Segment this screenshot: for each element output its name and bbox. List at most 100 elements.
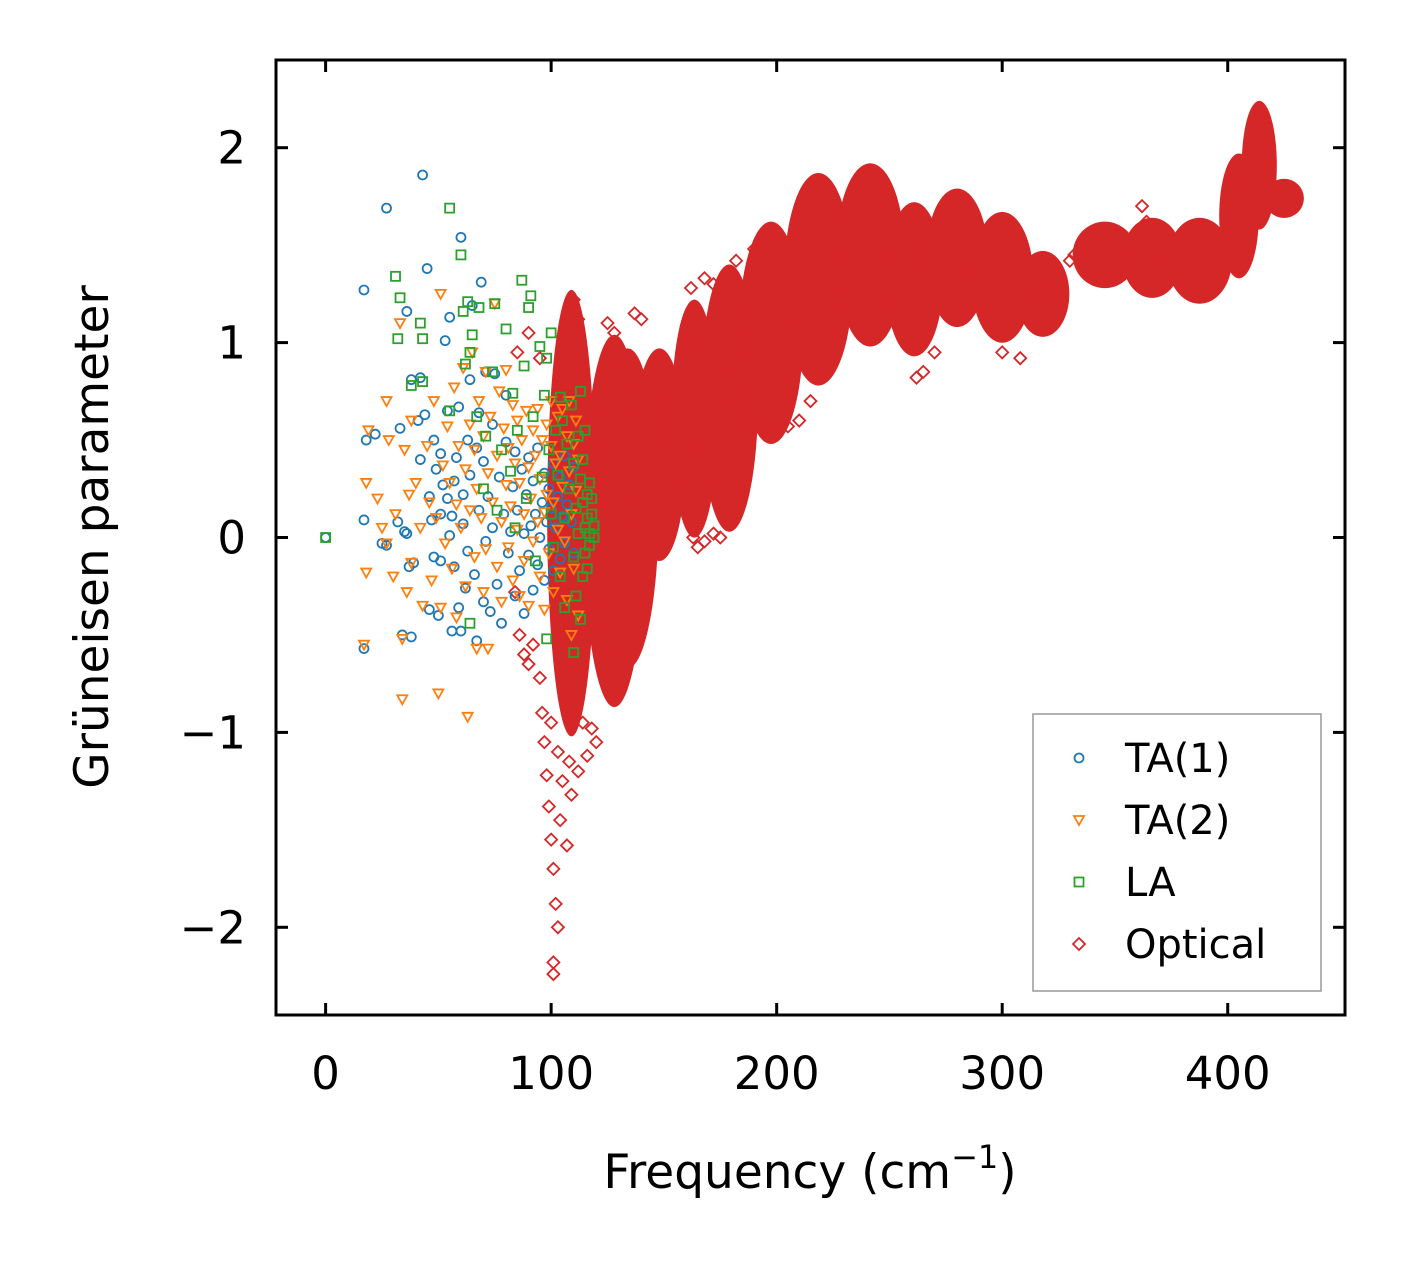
data-point [405, 380, 417, 391]
data-point [522, 462, 536, 475]
data-point [546, 587, 560, 599]
data-point [496, 444, 507, 456]
data-point [430, 463, 442, 475]
data-point [448, 475, 460, 487]
data-point [588, 532, 600, 543]
data-point [697, 534, 712, 549]
data-point [432, 610, 444, 621]
data-point [697, 271, 712, 286]
data-points [320, 100, 1304, 982]
data-point [491, 504, 503, 516]
data-point [915, 364, 931, 380]
data-point [567, 563, 581, 576]
data-point [393, 318, 407, 330]
data-point [506, 575, 520, 588]
data-point [537, 734, 552, 750]
x-axis-label-superscript: −1 [951, 1138, 998, 1176]
data-point [444, 311, 456, 323]
data-point [540, 489, 554, 502]
data-point [564, 787, 579, 803]
data-point [427, 396, 441, 408]
data-point [492, 386, 506, 399]
data-point [685, 530, 701, 545]
data-point [458, 464, 472, 477]
legend-marker-ta-2- [1072, 815, 1086, 827]
data-point [584, 477, 595, 489]
y-tick-label: −2 [180, 901, 246, 954]
data-point [536, 497, 548, 508]
data-point [467, 552, 481, 564]
data-point [452, 440, 466, 453]
data-point [570, 590, 582, 602]
data-point [532, 670, 548, 686]
legend-box [1032, 713, 1322, 992]
data-point [431, 688, 445, 701]
data-point [634, 311, 649, 327]
data-point [535, 435, 549, 447]
legend-label-la: LA [1125, 860, 1176, 906]
data-point [549, 458, 563, 471]
data-point [404, 557, 418, 570]
data-point [561, 438, 573, 450]
data-point [547, 565, 559, 577]
data-point [505, 465, 516, 477]
data-point [528, 450, 542, 463]
data-point [489, 368, 501, 380]
data-point [554, 471, 566, 483]
data-point [471, 411, 483, 423]
legend-label-ta2: TA(2) [1124, 798, 1230, 844]
data-point [539, 768, 554, 783]
data-point [419, 409, 431, 421]
data-point [529, 555, 541, 567]
data-point [584, 721, 600, 736]
data-point [359, 567, 373, 580]
optical-dense-cluster [1122, 217, 1183, 298]
data-point [435, 448, 447, 460]
data-point [1024, 292, 1039, 307]
data-point [600, 315, 615, 331]
data-point [434, 602, 448, 615]
data-point [423, 491, 435, 502]
data-point [550, 920, 566, 935]
data-point [1067, 247, 1082, 263]
data-point [481, 643, 495, 656]
data-point [409, 478, 423, 490]
x-axis-label-close: ) [998, 1145, 1016, 1200]
data-point [449, 612, 463, 625]
data-point [379, 538, 394, 551]
y-tick-label: 2 [217, 122, 246, 175]
data-point [728, 253, 744, 269]
x-tick-label: 200 [734, 1047, 820, 1100]
data-point [499, 479, 513, 492]
data-point [563, 483, 575, 495]
y-axis-label: Grüneisen parameter [65, 285, 120, 789]
data-point [569, 415, 583, 428]
data-point [517, 509, 531, 521]
data-point [557, 510, 568, 522]
data-point [417, 376, 428, 387]
data-point [791, 413, 807, 428]
data-point [545, 508, 557, 520]
data-point [512, 627, 527, 643]
data-point [478, 456, 489, 467]
data-point [607, 325, 622, 341]
data-point [414, 317, 426, 329]
data-point [554, 553, 566, 565]
data-point [491, 578, 503, 590]
data-point [769, 423, 784, 438]
data-point [534, 341, 546, 352]
data-point [493, 471, 505, 483]
data-point [534, 705, 550, 721]
data-point [451, 452, 462, 463]
optical-dense-cluster [1167, 217, 1232, 304]
data-point [509, 522, 521, 534]
data-point [379, 396, 394, 408]
data-point [511, 424, 523, 436]
series-optical [507, 100, 1304, 982]
data-point [390, 270, 401, 282]
data-point [526, 425, 540, 438]
data-point [487, 522, 498, 534]
data-point [509, 446, 521, 458]
data-point [731, 393, 746, 409]
data-point [462, 296, 474, 308]
